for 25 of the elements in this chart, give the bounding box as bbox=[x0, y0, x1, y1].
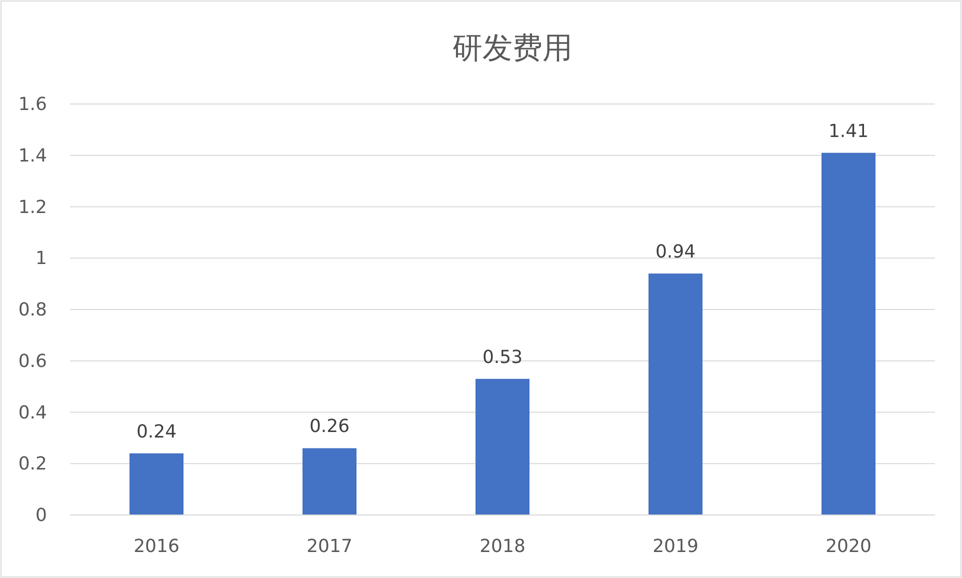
y-tick-label: 1.4 bbox=[18, 145, 47, 166]
y-tick-label: 0.8 bbox=[18, 300, 47, 320]
bar bbox=[302, 448, 356, 515]
data-label: 0.26 bbox=[309, 416, 350, 438]
x-tick-label: 2017 bbox=[306, 536, 352, 557]
data-label: 1.41 bbox=[828, 120, 869, 142]
y-tick-label: 1.6 bbox=[18, 94, 47, 115]
x-tick-label: 2016 bbox=[134, 536, 180, 557]
y-tick-label: 0.4 bbox=[18, 402, 47, 424]
bar bbox=[648, 274, 702, 515]
x-tick-label: 2020 bbox=[826, 536, 872, 557]
bar bbox=[130, 453, 184, 515]
y-tick-label: 0 bbox=[36, 505, 47, 526]
y-tick-label: 1.2 bbox=[18, 196, 47, 218]
y-tick-label: 0.6 bbox=[18, 350, 47, 372]
data-label: 0.53 bbox=[482, 346, 523, 368]
y-tick-label: 1 bbox=[36, 248, 47, 270]
bar bbox=[822, 152, 876, 515]
y-tick-label: 0.2 bbox=[18, 454, 47, 475]
x-tick-label: 2019 bbox=[652, 536, 698, 557]
data-label: 0.94 bbox=[655, 242, 696, 263]
bar bbox=[476, 378, 530, 515]
x-tick-label: 2018 bbox=[480, 536, 526, 557]
data-label: 0.24 bbox=[136, 421, 177, 442]
chart-title: 研发费用 bbox=[452, 31, 572, 66]
